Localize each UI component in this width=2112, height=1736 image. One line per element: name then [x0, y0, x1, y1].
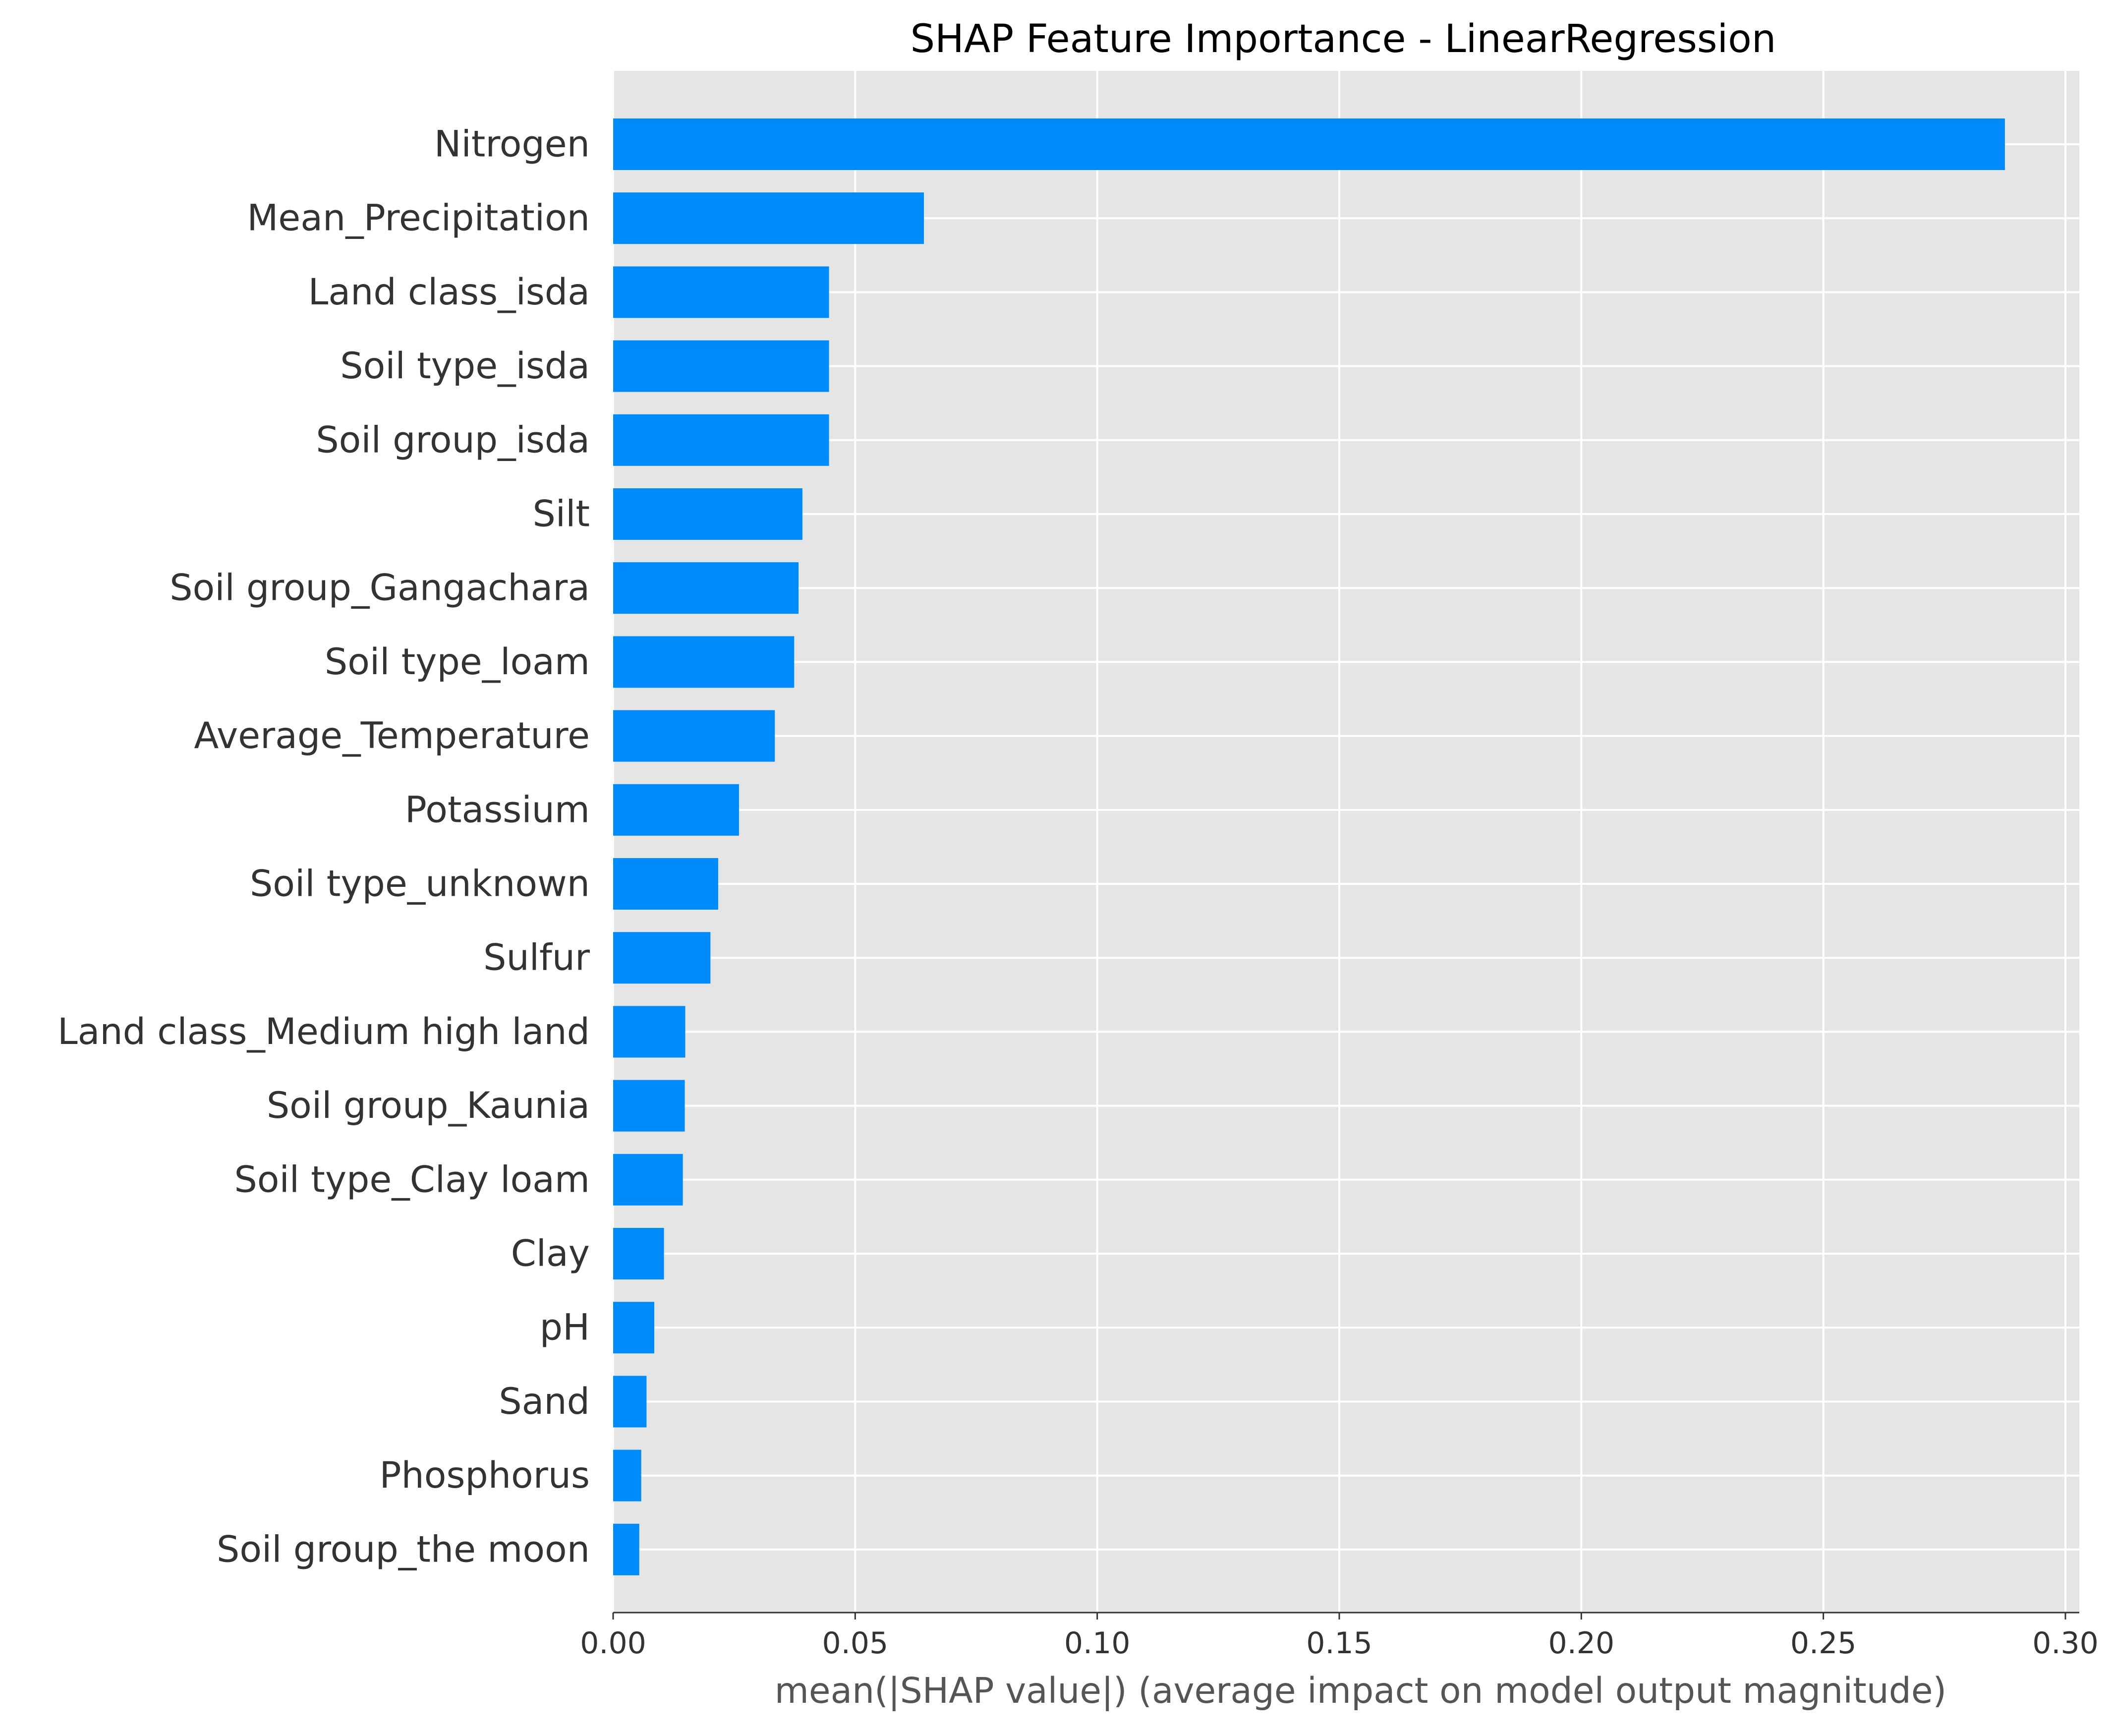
category-label: Sulfur: [483, 937, 590, 979]
bar: [613, 636, 795, 688]
bar: [613, 710, 775, 762]
category-label: Soil group_isda: [316, 419, 590, 461]
category-label: Land class_isda: [308, 271, 590, 313]
bar: [613, 1376, 647, 1428]
category-label: Land class_Medium high land: [57, 1011, 590, 1053]
x-tick-label: 0.25: [1790, 1626, 1857, 1661]
bar: [613, 488, 802, 540]
category-label: Soil type_unknown: [250, 863, 590, 905]
chart-title: SHAP Feature Importance - LinearRegressi…: [911, 17, 1776, 61]
x-tick-label: 0.30: [2032, 1626, 2099, 1661]
bars: [613, 118, 2005, 1575]
category-label: Clay: [511, 1233, 590, 1275]
bar: [613, 1228, 664, 1279]
bar: [613, 562, 799, 614]
x-tick-label: 0.20: [1548, 1626, 1615, 1661]
category-label: Soil type_loam: [325, 641, 590, 683]
category-label: Soil group_the moon: [217, 1528, 590, 1570]
bar: [613, 118, 2005, 170]
category-label: Soil group_Kaunia: [267, 1085, 590, 1127]
bar: [613, 1154, 683, 1206]
x-tick-labels: 0.00 0.05 0.10 0.15 0.20 0.25 0.30: [580, 1613, 2099, 1661]
category-label: Phosphorus: [379, 1454, 590, 1497]
x-tick-label: 0.00: [580, 1626, 646, 1661]
bar: [613, 1006, 685, 1058]
bar: [613, 784, 739, 836]
category-label: Mean_Precipitation: [247, 197, 590, 239]
x-tick-label: 0.15: [1306, 1626, 1372, 1661]
category-label: Potassium: [405, 789, 590, 831]
bar: [613, 1080, 685, 1132]
category-labels: Nitrogen Mean_Precipitation Land class_isd…: [57, 123, 590, 1571]
bar: [613, 1449, 641, 1502]
category-label: Soil type_Clay loam: [234, 1158, 590, 1201]
bar: [613, 414, 829, 466]
bar: [613, 266, 829, 318]
bar: [613, 1523, 639, 1575]
category-label: Soil group_Gangachara: [170, 567, 590, 609]
bar: [613, 192, 924, 244]
plot-background: [613, 71, 2079, 1613]
bar: [613, 1302, 655, 1354]
x-axis-label: mean(|SHAP value|) (average impact on mo…: [775, 1670, 1947, 1712]
x-tick-label: 0.05: [822, 1626, 889, 1661]
grid-lines: [612, 71, 2079, 1614]
category-label: Sand: [499, 1381, 590, 1423]
bar: [613, 858, 718, 910]
bar: [613, 932, 711, 984]
category-label: Soil type_isda: [340, 345, 590, 387]
x-tick-label: 0.10: [1064, 1626, 1131, 1661]
category-label: Nitrogen: [434, 123, 590, 166]
category-label: pH: [540, 1307, 590, 1349]
category-label: Silt: [532, 493, 590, 535]
category-label: Average_Temperature: [194, 715, 590, 757]
bar: [613, 340, 829, 392]
